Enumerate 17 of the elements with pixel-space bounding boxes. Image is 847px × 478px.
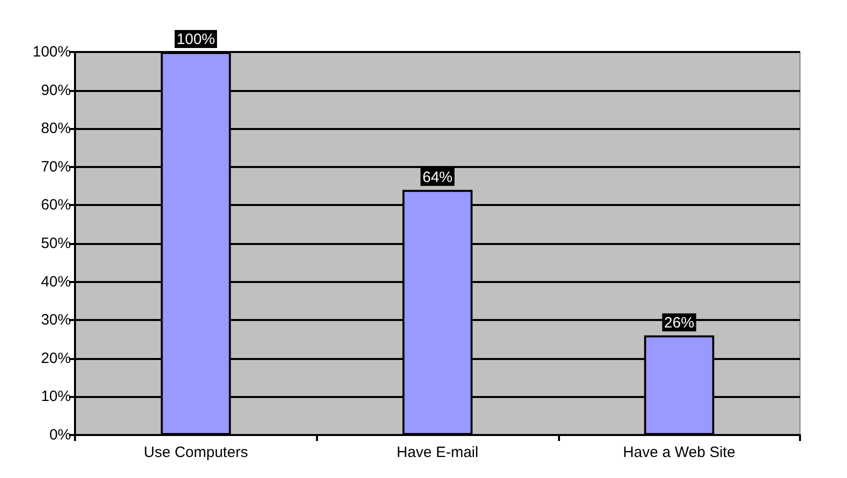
data-label: 100% bbox=[176, 31, 216, 48]
y-tick-label: 100% bbox=[32, 44, 71, 60]
y-tick-label: 20% bbox=[40, 350, 71, 367]
y-tick-label: 0% bbox=[49, 426, 71, 444]
y-tick-label: 50% bbox=[40, 235, 71, 252]
y-tick-label: 10% bbox=[40, 388, 71, 406]
y-tick-label: 70% bbox=[40, 158, 71, 176]
y-tick-label: 30% bbox=[40, 312, 71, 329]
x-tick-label: Have a Web Site bbox=[623, 444, 736, 461]
data-label: 64% bbox=[422, 168, 453, 186]
y-tick-label: 60% bbox=[40, 196, 71, 214]
x-tick-label: Use Computers bbox=[144, 444, 248, 461]
x-tick-label: Have E-mail bbox=[396, 444, 478, 461]
y-tick-label: 40% bbox=[40, 273, 71, 290]
data-label: 26% bbox=[664, 314, 694, 332]
y-tick-label: 80% bbox=[40, 120, 71, 138]
y-tick-label: 90% bbox=[40, 82, 71, 99]
